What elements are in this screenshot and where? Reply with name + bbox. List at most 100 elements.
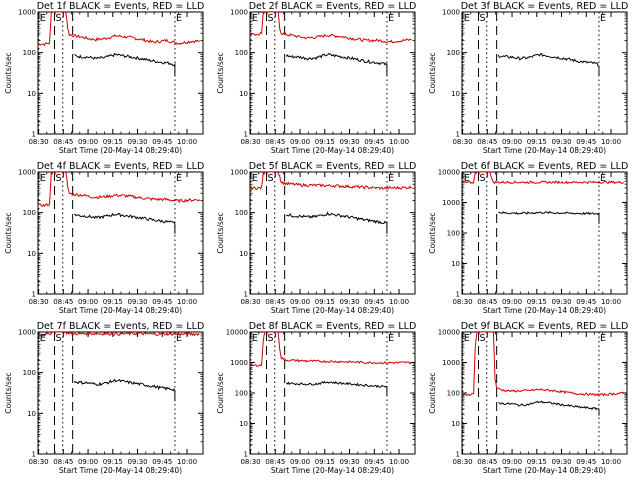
y-tick-label: 1 [456,131,460,139]
y-tick-label: 1000 [230,9,248,17]
y-tick-label: 100 [447,49,460,57]
x-tick-label: 08:30 [240,458,260,466]
x-tick-label: 10:00 [601,298,621,306]
panel-1: Det 1f BLACK = Events, RED = LLD 1 10 100 10… [4,1,204,155]
x-tick-label: 09:00 [78,298,98,306]
y-tick-label: 1 [244,131,248,139]
panel-3: Det 3f BLACK = Events, RED = LLD 1 10 100 10… [428,1,628,155]
panel-title: Det 1f BLACK = Events, RED = LLD [37,1,205,12]
y-axis-label: Counts/sec [216,52,225,93]
marker-label: S [480,333,486,344]
x-tick-label: 10:00 [389,298,409,306]
x-axis-label: Start Time (20-May-14 08:29:40) [483,146,606,155]
y-tick-label: 10 [451,90,460,98]
y-tick-label: 1 [456,291,460,299]
x-tick-label: 09:15 [103,458,123,466]
marker-label: E [252,173,258,184]
marker-label: S [268,173,274,184]
x-tick-label: 09:15 [527,138,547,146]
panel-title: Det 6f BLACK = Events, RED = LLD [461,161,629,172]
x-tick-label: 09:00 [502,138,522,146]
x-tick-label: 08:30 [28,138,48,146]
marker-label: E [176,173,182,184]
x-tick-label: 08:45 [265,138,285,146]
events-series-line [498,210,600,224]
x-tick-label: 09:45 [152,138,172,146]
panel-title: Det 9f BLACK = Events, RED = LLD [461,321,629,332]
x-tick-label: 09:30 [127,138,147,146]
events-series-line [285,52,388,76]
lld-series-line [38,12,200,47]
y-tick-label: 1 [32,451,36,459]
marker-label: E [40,333,46,344]
y-tick-label: 100 [23,209,36,217]
marker-label: E [388,13,394,24]
y-tick-label: 10 [239,90,248,98]
x-tick-label: 09:30 [127,298,147,306]
y-axis-label: Counts/sec [4,372,13,413]
marker-label: E [464,333,470,344]
x-tick-label: 08:30 [28,458,48,466]
x-tick-label: 09:00 [78,458,98,466]
marker-label: S [56,173,62,184]
x-axis-label: Start Time (20-May-14 08:29:40) [271,146,394,155]
panel-4: Det 4f BLACK = Events, RED = LLD 1 10 100 10… [4,161,204,315]
lld-series-line [38,172,201,208]
marker-label: E [600,13,606,24]
y-tick-label: 1 [32,291,36,299]
x-tick-label: 09:30 [551,138,571,146]
plot-frame [37,11,204,135]
marker-label: S [268,13,274,24]
x-tick-label: 09:45 [576,138,596,146]
x-tick-label: 08:30 [452,298,472,306]
x-tick-label: 09:30 [551,458,571,466]
x-tick-label: 09:45 [364,458,384,466]
x-tick-label: 09:45 [576,298,596,306]
plot-frame [461,11,628,135]
y-tick-label: 10 [27,410,36,418]
x-tick-label: 09:00 [502,298,522,306]
events-series-line [497,52,600,76]
x-axis-label: Start Time (20-May-14 08:29:40) [59,466,182,475]
marker-label: S [480,13,486,24]
x-tick-label: 09:00 [78,138,98,146]
y-tick-label: 10000 [438,329,460,337]
marker-label: E [176,13,182,24]
y-tick-label: 1000 [230,359,248,367]
marker-label: E [388,333,394,344]
marker-label: E [176,333,182,344]
events-series-line [286,211,388,234]
x-tick-label: 10:00 [177,138,197,146]
y-axis-label: Counts/sec [4,212,13,253]
x-tick-label: 08:30 [452,138,472,146]
plot-frame [249,11,416,135]
y-tick-label: 10 [451,420,460,428]
x-tick-label: 09:00 [290,138,310,146]
panel-5: Det 5f BLACK = Events, RED = LLD 1 10 100 10… [216,161,416,315]
marker-label: S [480,173,486,184]
marker-label: S [268,333,274,344]
x-tick-label: 09:15 [527,458,547,466]
x-tick-label: 09:45 [364,298,384,306]
x-tick-label: 10:00 [389,138,409,146]
y-axis-label: Counts/sec [428,52,437,93]
y-tick-label: 1000 [18,329,36,337]
x-axis-label: Start Time (20-May-14 08:29:40) [483,466,606,475]
panel-6: Det 6f BLACK = Events, RED = LLD 1 10 100 10… [428,161,628,315]
x-tick-label: 09:00 [502,458,522,466]
y-tick-label: 100 [23,49,36,57]
x-tick-label: 09:30 [339,298,359,306]
x-tick-label: 10:00 [177,458,197,466]
panel-7: Det 7f BLACK = Events, RED = LLD 1 10 100 10… [4,321,204,475]
y-tick-label: 1 [244,451,248,459]
y-tick-label: 100 [447,230,460,238]
y-tick-label: 10 [451,260,460,268]
y-tick-label: 1000 [442,9,460,17]
x-tick-label: 10:00 [389,458,409,466]
y-tick-label: 10 [239,420,248,428]
marker-label: E [40,173,46,184]
y-tick-label: 10000 [438,169,460,177]
panel-8: Det 8f BLACK = Events, RED = LLD 1 10 100 10… [216,321,416,475]
x-tick-label: 10:00 [177,298,197,306]
